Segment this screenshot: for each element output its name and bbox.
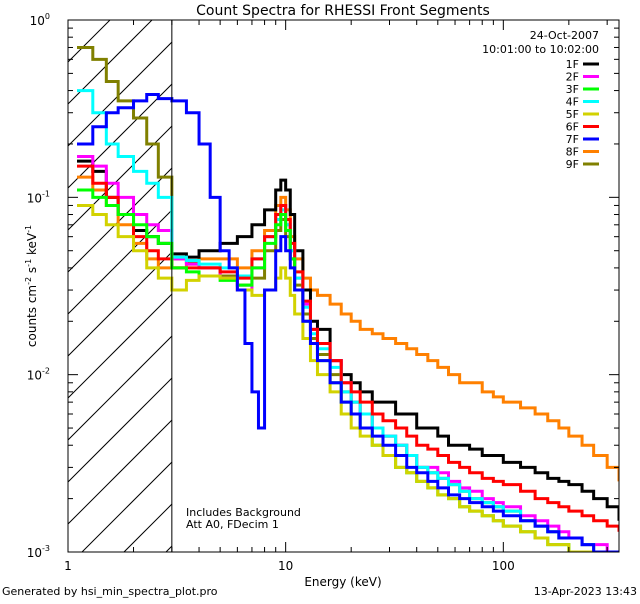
y-axis-label-sup2: -1 (24, 259, 33, 267)
y-tick-label: 10-2 (27, 367, 50, 383)
series-line-7F (77, 93, 619, 552)
series-line-5F (77, 203, 619, 552)
hatch-line (165, 545, 173, 552)
hatch-line (68, 167, 173, 273)
hatch-line (81, 461, 173, 552)
y-axis-label-mid: s (25, 267, 39, 277)
axis-ticks: 1 10 100 10-3 10-2 10-1 100 (27, 12, 619, 573)
y-tick-label: 100 (30, 12, 50, 28)
hatch-line (123, 503, 173, 552)
y-tick-label: 10-3 (27, 544, 50, 560)
legend-label-5F: 5F (566, 108, 579, 121)
hatch-line (68, 20, 111, 63)
annotation-background: Includes Background (186, 506, 301, 519)
y-tick-label: 10-1 (27, 189, 50, 205)
legend-label-6F: 6F (566, 121, 579, 134)
series-line-6F (77, 164, 619, 532)
footer-timestamp: 13-Apr-2023 13:43 (534, 585, 637, 598)
hatch-line (68, 293, 173, 399)
hatch-line (68, 41, 173, 147)
hatch-line (68, 419, 173, 525)
legend-label-4F: 4F (566, 96, 579, 109)
series-line-1F (77, 159, 619, 521)
chart-title: Count Spectra for RHESSI Front Segments (196, 3, 490, 19)
x-axis-label: Energy (keV) (304, 575, 381, 589)
below-threshold-hatch (68, 20, 173, 552)
x-tick-label: 100 (492, 559, 515, 573)
legend-label-9F: 9F (566, 158, 579, 171)
hatch-line (68, 209, 173, 315)
hatch-line (68, 377, 173, 483)
hatch-line (68, 335, 173, 441)
footer-generated-by: Generated by hsi_min_spectra_plot.pro (2, 585, 218, 598)
y-axis-label: counts cm-2 s-1 keV-1 (24, 225, 39, 347)
hatch-line (68, 251, 173, 357)
legend-label-1F: 1F (566, 58, 579, 71)
legend-label-3F: 3F (566, 83, 579, 96)
series-line-2F (77, 154, 619, 552)
legend-date: 24-Oct-2007 (530, 29, 599, 42)
annotation-attenuator: Att A0, FDecim 1 (186, 518, 279, 531)
y-axis-label-sup1: -2 (24, 277, 33, 285)
y-axis-label-sup3: -1 (24, 225, 33, 233)
x-tick-label: 10 (278, 559, 293, 573)
series-line-8F (77, 175, 619, 482)
series-layer (77, 45, 619, 552)
legend-label-7F: 7F (566, 133, 579, 146)
legend-label-8F: 8F (566, 146, 579, 159)
legend-label-2F: 2F (566, 71, 579, 84)
y-axis-label-main: counts cm (25, 285, 39, 347)
y-axis-label-end: keV (25, 232, 39, 259)
hatch-line (68, 83, 173, 189)
plot-frame (67, 19, 620, 553)
legend-time-range: 10:01:00 to 10:02:00 (482, 43, 599, 56)
x-tick-label: 1 (64, 559, 72, 573)
